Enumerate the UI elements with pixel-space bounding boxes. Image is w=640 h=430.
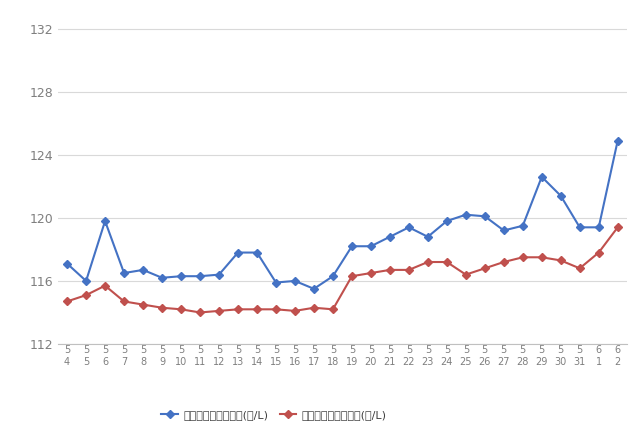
レギュラー看板価格(円/L) (500, 228, 508, 233)
レギュラー看板価格(円/L) (177, 273, 185, 279)
レギュラー看板価格(円/L) (443, 218, 451, 224)
レギュラー実割価格(円/L) (519, 255, 527, 260)
レギュラー実割価格(円/L) (424, 259, 432, 264)
レギュラー看板価格(円/L) (291, 278, 299, 283)
Legend: レギュラー看板価格(円/L), レギュラー実割価格(円/L): レギュラー看板価格(円/L), レギュラー実割価格(円/L) (157, 406, 391, 425)
レギュラー看板価格(円/L) (215, 272, 223, 277)
レギュラー実割価格(円/L) (196, 310, 204, 315)
レギュラー実割価格(円/L) (614, 225, 621, 230)
レギュラー実割価格(円/L) (101, 283, 109, 288)
レギュラー実割価格(円/L) (158, 305, 166, 310)
レギュラー看板価格(円/L) (538, 174, 545, 179)
レギュラー看板価格(円/L) (614, 138, 621, 143)
レギュラー看板価格(円/L) (462, 212, 470, 217)
レギュラー実割価格(円/L) (481, 266, 489, 271)
レギュラー実割価格(円/L) (538, 255, 545, 260)
レギュラー看板価格(円/L) (63, 261, 71, 266)
レギュラー実割価格(円/L) (120, 299, 128, 304)
レギュラー実割価格(円/L) (253, 307, 261, 312)
レギュラー実割価格(円/L) (367, 270, 375, 276)
Line: レギュラー看板価格(円/L): レギュラー看板価格(円/L) (64, 138, 621, 292)
レギュラー看板価格(円/L) (519, 223, 527, 228)
レギュラー看板価格(円/L) (481, 214, 489, 219)
レギュラー実割価格(円/L) (310, 305, 318, 310)
レギュラー看板価格(円/L) (348, 244, 356, 249)
レギュラー看板価格(円/L) (120, 270, 128, 276)
レギュラー実割価格(円/L) (272, 307, 280, 312)
レギュラー看板価格(円/L) (101, 218, 109, 224)
Line: レギュラー実割価格(円/L): レギュラー実割価格(円/L) (64, 224, 621, 315)
レギュラー実割価格(円/L) (386, 267, 394, 273)
レギュラー実割価格(円/L) (348, 273, 356, 279)
レギュラー看板価格(円/L) (386, 234, 394, 240)
レギュラー実割価格(円/L) (82, 292, 90, 298)
レギュラー実割価格(円/L) (576, 266, 584, 271)
レギュラー実割価格(円/L) (595, 250, 603, 255)
レギュラー看板価格(円/L) (595, 225, 603, 230)
レギュラー実割価格(円/L) (329, 307, 337, 312)
レギュラー看板価格(円/L) (158, 275, 166, 280)
レギュラー看板価格(円/L) (234, 250, 242, 255)
レギュラー実割価格(円/L) (443, 259, 451, 264)
レギュラー実割価格(円/L) (177, 307, 185, 312)
レギュラー看板価格(円/L) (405, 225, 413, 230)
レギュラー実割価格(円/L) (215, 308, 223, 313)
レギュラー看板価格(円/L) (196, 273, 204, 279)
レギュラー看板価格(円/L) (272, 280, 280, 285)
レギュラー実割価格(円/L) (557, 258, 564, 263)
レギュラー看板価格(円/L) (576, 225, 584, 230)
レギュラー実割価格(円/L) (500, 259, 508, 264)
レギュラー看板価格(円/L) (310, 286, 318, 292)
レギュラー実割価格(円/L) (462, 272, 470, 277)
レギュラー看板価格(円/L) (367, 244, 375, 249)
レギュラー看板価格(円/L) (140, 267, 147, 273)
レギュラー実割価格(円/L) (140, 302, 147, 307)
レギュラー看板価格(円/L) (329, 273, 337, 279)
レギュラー実割価格(円/L) (291, 308, 299, 313)
レギュラー実割価格(円/L) (63, 299, 71, 304)
レギュラー看板価格(円/L) (253, 250, 261, 255)
レギュラー実割価格(円/L) (405, 267, 413, 273)
レギュラー実割価格(円/L) (234, 307, 242, 312)
レギュラー看板価格(円/L) (557, 193, 564, 198)
レギュラー看板価格(円/L) (424, 234, 432, 240)
レギュラー看板価格(円/L) (82, 278, 90, 283)
